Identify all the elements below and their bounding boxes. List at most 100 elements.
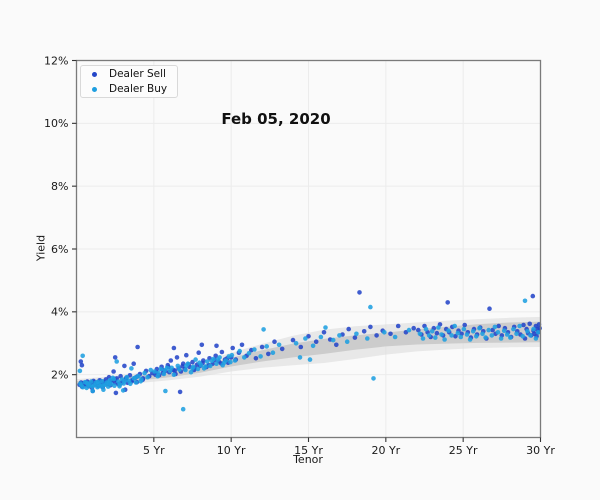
- data-point-buy: [474, 334, 479, 339]
- data-point-buy: [242, 355, 247, 360]
- data-point-buy: [417, 331, 423, 337]
- data-point-buy: [392, 334, 398, 340]
- data-point-buy: [467, 337, 473, 342]
- dealer-sell-legend-marker-icon: [92, 71, 97, 77]
- data-point-buy: [180, 406, 186, 412]
- data-point-sell: [361, 329, 367, 334]
- data-point-sell: [111, 369, 116, 374]
- data-point-buy: [120, 388, 126, 393]
- data-point-buy: [228, 359, 233, 365]
- data-point-buy: [133, 380, 139, 385]
- data-point-buy: [217, 355, 222, 360]
- data-point-buy: [330, 337, 336, 343]
- y-tick-label: 4%: [51, 306, 68, 319]
- data-point-sell: [79, 362, 85, 368]
- data-point-buy: [211, 356, 216, 362]
- data-point-sell: [530, 293, 536, 299]
- data-point-buy: [489, 333, 495, 338]
- data-point-sell: [184, 352, 189, 358]
- data-point-sell: [527, 321, 532, 327]
- data-point-buy: [517, 323, 522, 329]
- data-point-buy: [514, 331, 519, 337]
- x-tick-label: 30 Yr: [526, 444, 555, 457]
- data-point-buy: [195, 366, 201, 372]
- data-point-sell: [219, 349, 225, 355]
- data-point-buy: [156, 370, 161, 376]
- data-point-buy: [508, 335, 513, 340]
- data-point-sell: [199, 342, 205, 348]
- data-point-buy: [117, 382, 123, 388]
- data-point-sell: [135, 344, 140, 350]
- data-point-buy: [293, 341, 299, 346]
- data-point-buy: [535, 330, 541, 335]
- data-point-buy: [163, 388, 168, 394]
- data-point-buy: [237, 348, 242, 354]
- data-point-buy: [495, 330, 501, 335]
- x-tick-label: 20 Yr: [371, 444, 400, 457]
- data-point-buy: [420, 336, 426, 341]
- data-point-buy: [128, 381, 133, 387]
- data-point-buy: [433, 335, 438, 340]
- data-point-sell: [290, 337, 296, 343]
- data-point-buy: [520, 334, 525, 339]
- data-point-buy: [169, 365, 174, 371]
- data-point-sell: [352, 335, 358, 340]
- data-point-sell: [537, 325, 542, 331]
- data-point-sell: [334, 342, 339, 348]
- data-point-buy: [183, 367, 188, 373]
- data-point-buy: [203, 364, 208, 369]
- data-point-buy: [455, 330, 461, 336]
- x-tick-label: 15 Yr: [294, 444, 323, 457]
- data-point-sell: [190, 359, 195, 365]
- data-point-sell: [453, 334, 458, 339]
- data-point-sell: [357, 290, 362, 295]
- data-point-buy: [188, 369, 194, 375]
- y-tick-label: 2%: [51, 368, 68, 381]
- data-point-buy: [337, 333, 342, 338]
- data-point-buy: [449, 333, 454, 338]
- data-point-buy: [522, 298, 528, 304]
- data-point-buy: [99, 379, 105, 384]
- data-point-buy: [504, 332, 510, 337]
- data-point-buy: [483, 335, 488, 340]
- data-point-buy: [368, 304, 373, 310]
- data-point-buy: [142, 370, 147, 376]
- data-point-buy: [175, 363, 181, 369]
- data-point-buy: [501, 328, 507, 334]
- data-point-sell: [395, 323, 401, 329]
- data-point-buy: [371, 376, 376, 381]
- data-point-sell: [313, 339, 319, 345]
- data-point-sell: [266, 351, 271, 357]
- data-point-buy: [136, 373, 141, 379]
- data-point-buy: [164, 365, 170, 371]
- data-point-sell: [487, 306, 492, 312]
- data-point-sell: [113, 390, 119, 396]
- data-point-buy: [426, 333, 432, 338]
- data-point-buy: [152, 369, 157, 374]
- data-point-buy: [486, 327, 492, 333]
- data-point-buy: [439, 332, 444, 337]
- data-point-sell: [214, 343, 219, 349]
- data-point-sell: [462, 322, 468, 328]
- data-point-buy: [477, 325, 482, 331]
- data-point-sell: [374, 333, 379, 338]
- data-point-buy: [223, 358, 229, 363]
- data-point-buy: [354, 331, 359, 337]
- data-point-buy: [80, 353, 85, 359]
- data-point-buy: [470, 329, 476, 334]
- legend-label-dealer-sell: Dealer Sell: [109, 68, 166, 80]
- data-point-sell: [445, 300, 451, 305]
- data-point-buy: [246, 351, 252, 356]
- y-tick-label: 10%: [44, 117, 68, 130]
- y-axis-label: Yield: [34, 234, 48, 262]
- data-point-buy: [114, 359, 119, 364]
- data-point-buy: [80, 384, 85, 390]
- data-point-buy: [232, 358, 238, 363]
- data-point-buy: [111, 376, 117, 382]
- data-point-sell: [346, 326, 352, 332]
- data-point-buy: [270, 350, 276, 356]
- dealer-buy-legend-marker-icon: [92, 86, 97, 92]
- data-point-buy: [208, 363, 213, 369]
